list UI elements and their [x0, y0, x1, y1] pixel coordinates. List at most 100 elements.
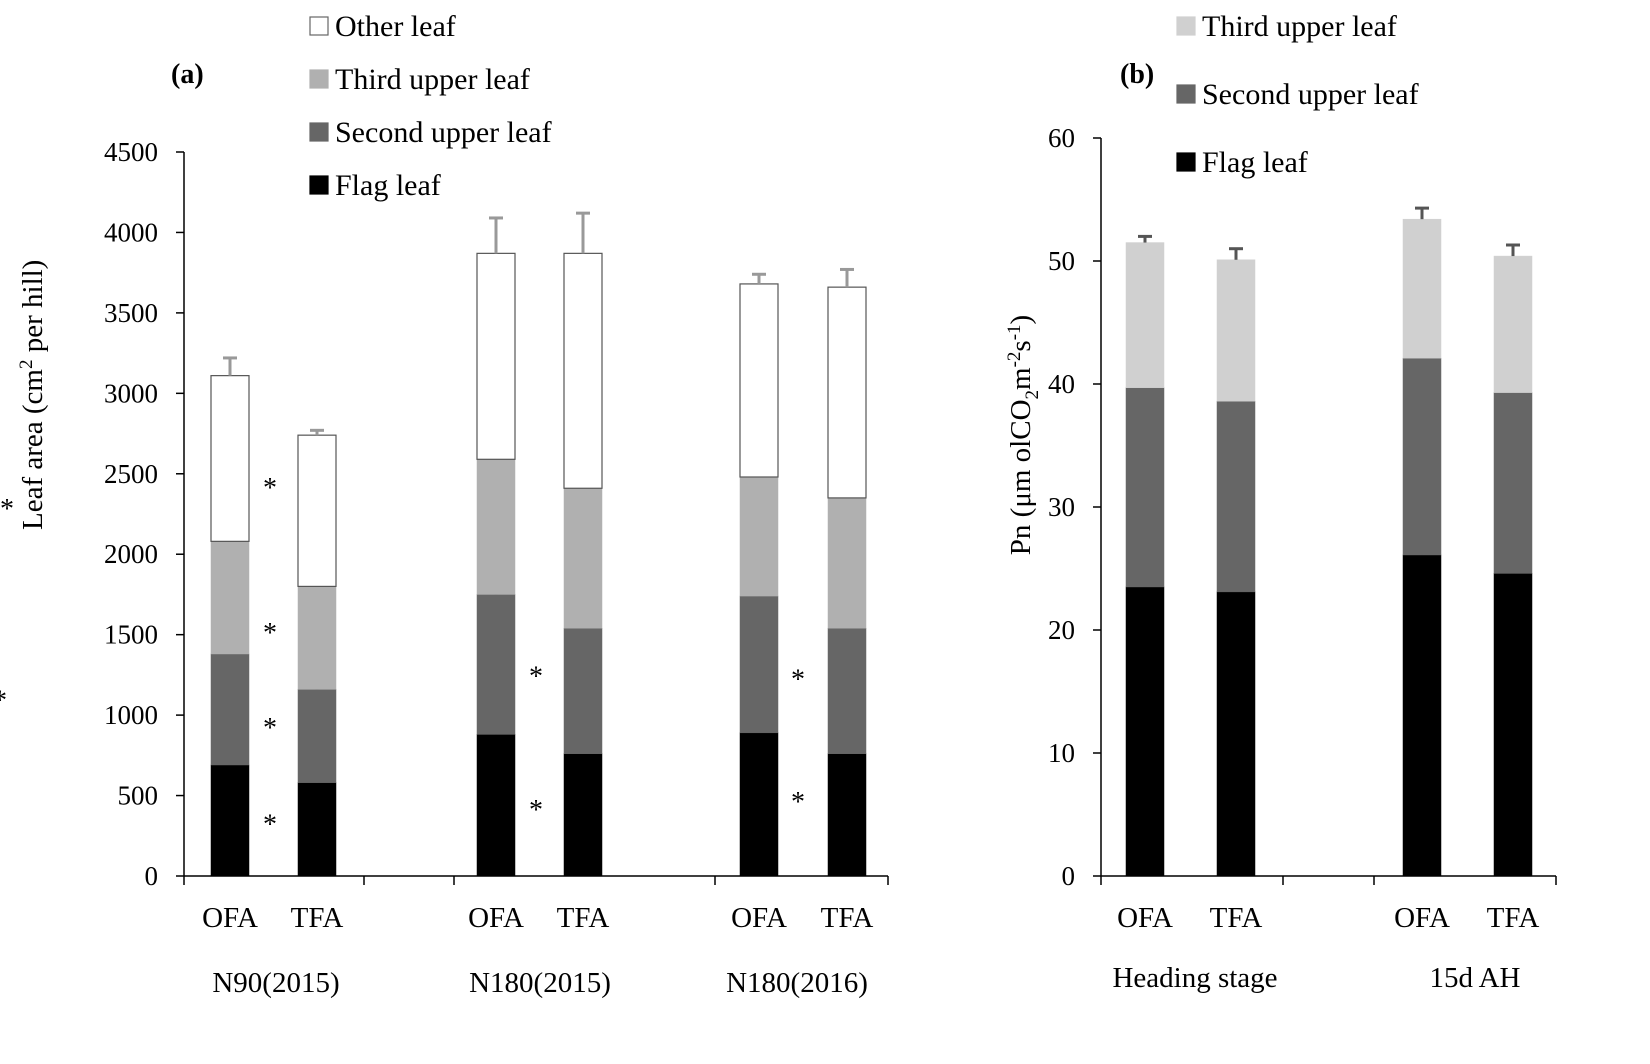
- bar-second-upper-leaf-3: [476, 594, 516, 735]
- panel-b-ylabel-main: Pn (μm olCO: [1005, 399, 1037, 555]
- legend-swatch-flag-leaf: [309, 175, 329, 195]
- legend-item-flag-leaf: Flag leaf: [309, 169, 441, 202]
- legend-swatch-flag-leaf: [1176, 152, 1196, 172]
- panel-b-label: (b): [1120, 59, 1154, 90]
- bar-other-leaf-4: [563, 252, 603, 489]
- significance-marker: *: [0, 686, 7, 717]
- x-category-label: TFA: [821, 902, 874, 934]
- x-category-label: OFA: [202, 902, 258, 934]
- panel-a-chart: (a) Leaf area (cm2 per hill) 0 500 1000 150…: [16, 10, 889, 999]
- bar-second-upper-leaf-2: [297, 689, 337, 783]
- legend-swatch-third-upper-leaf: [1176, 16, 1196, 36]
- significance-marker: **: [0, 494, 14, 525]
- legend-item-other-leaf: Other leaf: [309, 10, 456, 43]
- significance-marker: *: [263, 473, 277, 504]
- bar-other-leaf-1: [210, 375, 250, 542]
- bar-flag-leaf-1: [210, 764, 250, 877]
- panel-b-ylabel-end: ): [1005, 315, 1037, 325]
- x-category-label: OFA: [731, 902, 787, 934]
- bar-flag-leaf-4: [563, 753, 603, 877]
- panel-a-y-tick-label: 4500: [104, 137, 158, 167]
- panel-b-y-tick-label: 30: [1048, 492, 1075, 522]
- bar-third-upper-leaf-5: [739, 476, 779, 597]
- bar-flag-leaf-2: [1216, 591, 1256, 877]
- x-group-label: 15d AH: [1429, 962, 1520, 994]
- panel-a-ylabel-main: Leaf area (cm: [17, 369, 49, 530]
- bar-flag-leaf-5: [739, 732, 779, 877]
- bar-other-leaf-6: [827, 286, 867, 499]
- bar-second-upper-leaf-4: [563, 627, 603, 754]
- svg-text:Leaf area (cm2 per hill): Leaf area (cm2 per hill): [16, 260, 49, 530]
- bar-third-upper-leaf-4: [1493, 255, 1533, 393]
- x-category-label: OFA: [1117, 902, 1173, 934]
- bar-second-upper-leaf-4: [1493, 392, 1533, 574]
- x-category-label: TFA: [557, 902, 610, 934]
- legend-label-flag-leaf: Flag leaf: [1202, 146, 1308, 179]
- svg-text:Pn (μm olCO2m-2s-1): Pn (μm olCO2m-2s-1): [1004, 315, 1043, 555]
- x-group-label: N90(2015): [212, 967, 339, 999]
- bar-third-upper-leaf-4: [563, 488, 603, 629]
- x-group-label: N180(2015): [469, 967, 611, 999]
- legend-label-flag-leaf: Flag leaf: [335, 169, 441, 202]
- x-group-label: N180(2016): [726, 967, 868, 999]
- bar-second-upper-leaf-5: [739, 595, 779, 734]
- panel-a-y-tick-label: 0: [145, 861, 159, 891]
- legend-label-second-upper-leaf: Second upper leaf: [335, 116, 552, 149]
- bar-third-upper-leaf-3: [476, 459, 516, 595]
- panel-b-ylabel-sub: 2: [1022, 390, 1043, 400]
- legend-label-third-upper-leaf: Third upper leaf: [1202, 10, 1397, 43]
- legend-item-second-upper-leaf: Second upper leaf: [309, 116, 552, 149]
- bar-flag-leaf-1: [1125, 586, 1165, 877]
- x-category-label: TFA: [1210, 902, 1263, 934]
- panel-b-y-tick-label: 0: [1062, 861, 1076, 891]
- panel-a-label: (a): [171, 59, 204, 90]
- bar-other-leaf-5: [739, 283, 779, 478]
- x-category-label: TFA: [1487, 902, 1540, 934]
- legend-swatch-other-leaf: [309, 16, 329, 36]
- panel-b-ylabel-mid2: s: [1005, 340, 1037, 351]
- panel-b-y-tick-label: 20: [1048, 615, 1075, 645]
- legend-item-flag-leaf: Flag leaf: [1176, 146, 1308, 179]
- bar-flag-leaf-4: [1493, 573, 1533, 877]
- legend-item-third-upper-leaf: Third upper leaf: [1176, 10, 1397, 43]
- x-category-label: OFA: [468, 902, 524, 934]
- panel-a-y-tick-label: 1500: [104, 620, 158, 650]
- bar-third-upper-leaf-2: [1216, 259, 1256, 402]
- bar-third-upper-leaf-1: [1125, 242, 1165, 388]
- bar-flag-leaf-6: [827, 753, 867, 877]
- bar-flag-leaf-3: [1402, 554, 1442, 877]
- legend-item-third-upper-leaf: Third upper leaf: [309, 63, 530, 96]
- legend-item-second-upper-leaf: Second upper leaf: [1176, 78, 1419, 111]
- x-category-label: OFA: [1394, 902, 1450, 934]
- bar-third-upper-leaf-2: [297, 586, 337, 690]
- panel-a-y-tick-label: 2000: [104, 539, 158, 569]
- panel-a-y-tick-label: 1000: [104, 700, 158, 730]
- bar-second-upper-leaf-1: [1125, 387, 1165, 588]
- panel-b-ylabel-sup2: -1: [1004, 324, 1025, 340]
- bar-second-upper-leaf-1: [210, 653, 250, 766]
- panel-b-ylabel-sup1: -2: [1004, 352, 1025, 368]
- panel-a-ylabel-sup: 2: [16, 360, 37, 370]
- bar-second-upper-leaf-6: [827, 627, 867, 754]
- significance-marker: *: [263, 713, 277, 744]
- bar-third-upper-leaf-1: [210, 541, 250, 655]
- legend-label-second-upper-leaf: Second upper leaf: [1202, 78, 1419, 111]
- bar-third-upper-leaf-3: [1402, 218, 1442, 359]
- bar-flag-leaf-3: [476, 734, 516, 877]
- panel-b-y-axis-title: Pn (μm olCO2m-2s-1): [1004, 315, 1043, 555]
- legend-swatch-third-upper-leaf: [309, 69, 329, 89]
- significance-marker: *: [263, 809, 277, 840]
- x-group-label: Heading stage: [1112, 962, 1277, 994]
- significance-marker: *: [529, 661, 543, 692]
- panel-a-y-axis-title: Leaf area (cm2 per hill): [16, 260, 49, 530]
- significance-marker: *: [529, 795, 543, 826]
- panel-a-ylabel-end: per hill): [17, 260, 49, 360]
- bar-second-upper-leaf-2: [1216, 400, 1256, 593]
- panel-b-y-tick-label: 10: [1048, 738, 1075, 768]
- legend-label-third-upper-leaf: Third upper leaf: [335, 63, 530, 96]
- bar-other-leaf-2: [297, 434, 337, 588]
- panel-a-y-tick-label: 3500: [104, 298, 158, 328]
- legend-label-other-leaf: Other leaf: [335, 10, 456, 43]
- panel-a-y-tick-label: 500: [118, 781, 159, 811]
